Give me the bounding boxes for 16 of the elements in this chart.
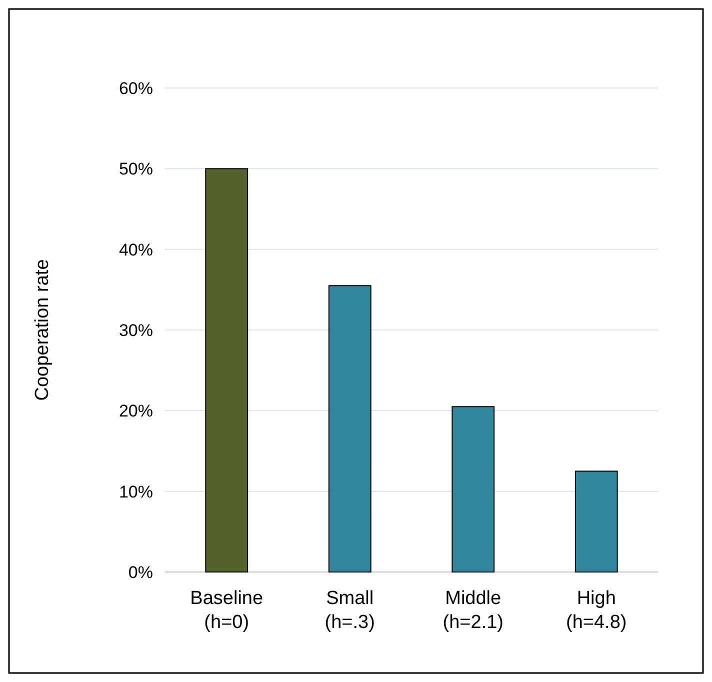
y-tick-label: 50%: [118, 160, 153, 179]
bar: [205, 168, 248, 572]
y-axis-title: Cooperation rate: [32, 259, 53, 401]
bar: [328, 285, 372, 572]
x-tick-label: Small (h=.3): [324, 588, 375, 633]
y-tick-label: 40%: [118, 240, 153, 260]
y-tick-label: 0%: [128, 562, 153, 582]
x-tick-label: High (h=4.8): [566, 588, 627, 633]
y-tick-label: 60%: [118, 78, 153, 98]
y-tick-label: 20%: [118, 402, 153, 421]
y-tick-label: 10%: [118, 482, 153, 502]
bar: [452, 406, 495, 572]
x-tick-label: Baseline (h=0): [190, 588, 264, 633]
bar: [574, 470, 618, 572]
y-tick-label: 30%: [118, 320, 153, 340]
x-tick-label: Middle (h=2.1): [442, 588, 504, 633]
